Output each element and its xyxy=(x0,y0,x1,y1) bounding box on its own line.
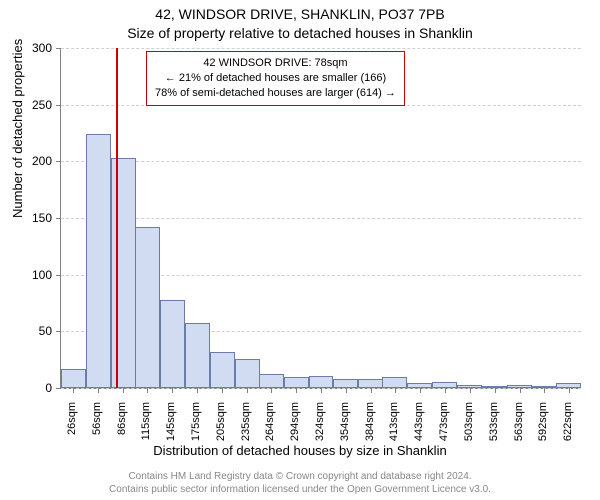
bar xyxy=(333,379,358,388)
bar xyxy=(382,377,407,388)
annotation-line3: 78% of semi-detached houses are larger (… xyxy=(155,86,396,101)
marker-line xyxy=(116,48,118,388)
xtick-mark xyxy=(544,388,545,393)
gridline xyxy=(61,48,581,49)
bar xyxy=(284,377,309,388)
xtick-label: 443sqm xyxy=(413,402,425,441)
xtick-label: 592sqm xyxy=(537,402,549,441)
xtick-mark xyxy=(445,388,446,393)
footer-text: Contains HM Land Registry data © Crown c… xyxy=(0,470,600,496)
chart-title-line2: Size of property relative to detached ho… xyxy=(0,25,600,41)
xtick-mark xyxy=(172,388,173,393)
xtick-label: 56sqm xyxy=(91,402,103,435)
xtick-label: 145sqm xyxy=(165,402,177,441)
bar xyxy=(259,374,284,388)
annotation-line1: 42 WINDSOR DRIVE: 78sqm xyxy=(155,56,396,71)
ytick-label: 250 xyxy=(0,98,52,112)
xtick-label: 235sqm xyxy=(240,402,252,441)
bar xyxy=(61,369,86,388)
ytick-label: 50 xyxy=(0,324,52,338)
ytick-mark xyxy=(56,275,61,276)
gridline xyxy=(61,218,581,219)
xtick-label: 533sqm xyxy=(488,402,500,441)
ytick-mark xyxy=(56,105,61,106)
xtick-mark xyxy=(296,388,297,393)
ytick-mark xyxy=(56,331,61,332)
xtick-mark xyxy=(321,388,322,393)
xtick-mark xyxy=(420,388,421,393)
xtick-mark xyxy=(346,388,347,393)
xtick-label: 324sqm xyxy=(314,402,326,441)
xtick-mark xyxy=(247,388,248,393)
x-axis-label: Distribution of detached houses by size … xyxy=(0,443,600,458)
xtick-mark xyxy=(123,388,124,393)
ytick-mark xyxy=(56,218,61,219)
footer-line2: Contains public sector information licen… xyxy=(0,483,600,496)
footer-line1: Contains HM Land Registry data © Crown c… xyxy=(0,470,600,483)
xtick-label: 294sqm xyxy=(289,402,301,441)
ytick-label: 0 xyxy=(0,381,52,395)
xtick-label: 384sqm xyxy=(364,402,376,441)
ytick-mark xyxy=(56,388,61,389)
xtick-mark xyxy=(73,388,74,393)
ytick-mark xyxy=(56,48,61,49)
xtick-mark xyxy=(98,388,99,393)
ytick-label: 300 xyxy=(0,41,52,55)
bar xyxy=(358,379,383,388)
bar xyxy=(135,227,160,388)
chart-container: 42, WINDSOR DRIVE, SHANKLIN, PO37 7PB Si… xyxy=(0,0,600,500)
xtick-label: 503sqm xyxy=(463,402,475,441)
xtick-mark xyxy=(470,388,471,393)
xtick-label: 205sqm xyxy=(215,402,227,441)
xtick-mark xyxy=(495,388,496,393)
xtick-label: 115sqm xyxy=(140,402,152,440)
xtick-label: 413sqm xyxy=(388,402,400,441)
gridline xyxy=(61,161,581,162)
xtick-mark xyxy=(569,388,570,393)
bar xyxy=(111,158,136,388)
bar xyxy=(309,376,334,388)
xtick-label: 175sqm xyxy=(190,402,202,441)
xtick-mark xyxy=(271,388,272,393)
bar xyxy=(86,134,111,388)
bar xyxy=(160,300,185,388)
ytick-label: 200 xyxy=(0,154,52,168)
chart-title-line1: 42, WINDSOR DRIVE, SHANKLIN, PO37 7PB xyxy=(0,6,600,22)
xtick-label: 354sqm xyxy=(339,402,351,441)
xtick-label: 622sqm xyxy=(562,402,574,441)
xtick-label: 563sqm xyxy=(513,402,525,441)
xtick-mark xyxy=(197,388,198,393)
annotation-line2: ← 21% of detached houses are smaller (16… xyxy=(155,71,396,86)
xtick-label: 264sqm xyxy=(264,402,276,441)
ytick-mark xyxy=(56,161,61,162)
xtick-mark xyxy=(371,388,372,393)
xtick-label: 26sqm xyxy=(66,402,78,435)
xtick-mark xyxy=(395,388,396,393)
annotation-box: 42 WINDSOR DRIVE: 78sqm ← 21% of detache… xyxy=(146,51,405,106)
xtick-label: 86sqm xyxy=(116,402,128,435)
xtick-label: 473sqm xyxy=(438,402,450,441)
plot-area: 42 WINDSOR DRIVE: 78sqm ← 21% of detache… xyxy=(60,48,581,389)
bar xyxy=(210,352,235,388)
xtick-mark xyxy=(147,388,148,393)
xtick-mark xyxy=(222,388,223,393)
y-axis-label: Number of detached properties xyxy=(10,39,25,218)
ytick-label: 100 xyxy=(0,268,52,282)
xtick-mark xyxy=(520,388,521,393)
bar xyxy=(185,323,210,388)
ytick-label: 150 xyxy=(0,211,52,225)
bar xyxy=(235,359,260,388)
